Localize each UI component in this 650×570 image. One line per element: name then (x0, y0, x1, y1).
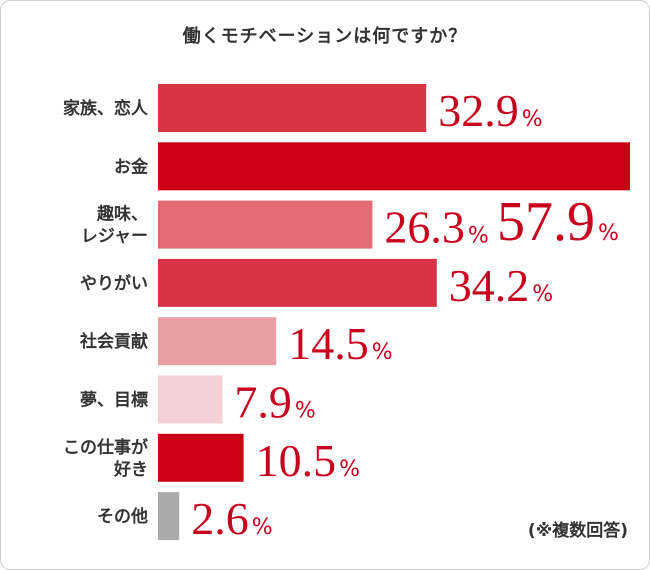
bar-1 (158, 142, 630, 191)
category-label-4: 社会貢献 (79, 331, 148, 352)
bar-5 (158, 375, 223, 424)
value-label-3: 34.2% (449, 260, 553, 311)
value-label-6: 10.5% (256, 435, 360, 486)
category-label-6: この仕事が好き (63, 437, 148, 480)
bar-4 (158, 317, 277, 366)
value-label-0: 32.9% (438, 85, 542, 136)
value-label-7: 2.6% (191, 493, 272, 544)
value-label-4: 14.5% (288, 318, 392, 369)
category-label-7: その他 (97, 506, 148, 527)
footnote: (※複数回答) (527, 521, 628, 541)
value-label-2: 26.3% (384, 202, 488, 253)
category-label-2: 趣味、レジャー (81, 204, 148, 247)
bar-3 (158, 258, 437, 307)
bar-0 (158, 84, 427, 132)
category-label-3: やりがい (80, 273, 148, 294)
category-label-1: お金 (114, 156, 149, 177)
value-label-1: 57.9% (497, 191, 619, 253)
category-label-0: 家族、恋人 (63, 98, 149, 119)
chart-title: 働くモチベーションは何ですか？ (182, 26, 468, 47)
bar-6 (158, 433, 244, 482)
value-label-5: 7.9% (234, 377, 315, 428)
bar-7 (158, 492, 180, 541)
category-label-5: 夢、目標 (80, 390, 148, 411)
bar-2 (158, 200, 373, 249)
